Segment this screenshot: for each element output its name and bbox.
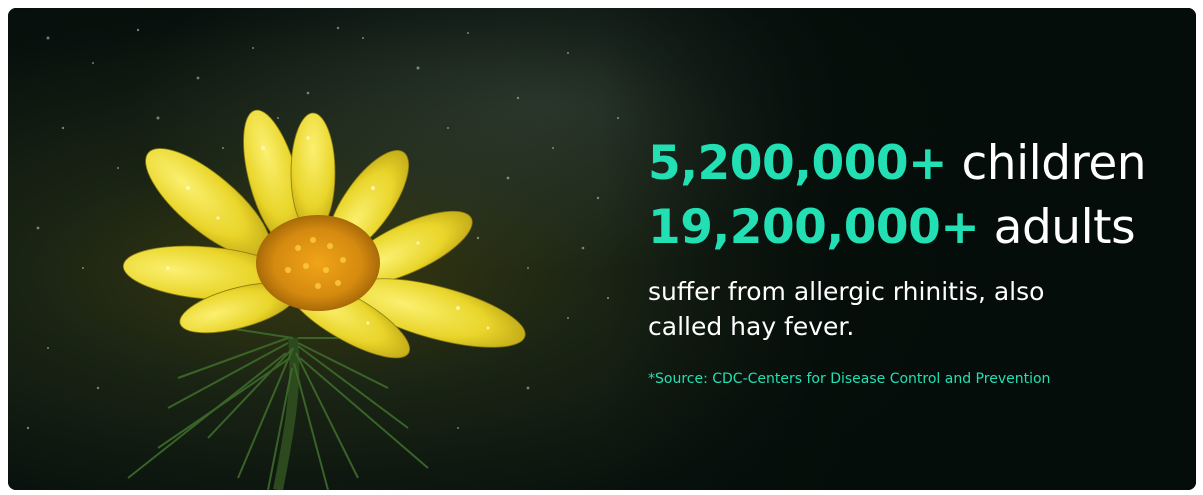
adults-count: 19,200,000+ [648, 200, 980, 255]
adults-label: adults [993, 200, 1136, 255]
children-stat: 5,200,000+ children [648, 132, 1178, 196]
source-citation: *Source: CDC-Centers for Disease Control… [648, 371, 1051, 387]
adults-stat: 19,200,000+ adults [648, 196, 1178, 260]
yellow-flower-photo [8, 8, 1196, 490]
stats-text-block: 5,200,000+ children 19,200,000+ adults s… [648, 132, 1178, 388]
condition-description: suffer from allergic rhinitis, also call… [648, 277, 1045, 341]
children-count: 5,200,000+ [648, 136, 948, 191]
children-label: children [961, 136, 1147, 191]
hay-fever-banner: 5,200,000+ children 19,200,000+ adults s… [8, 8, 1196, 490]
